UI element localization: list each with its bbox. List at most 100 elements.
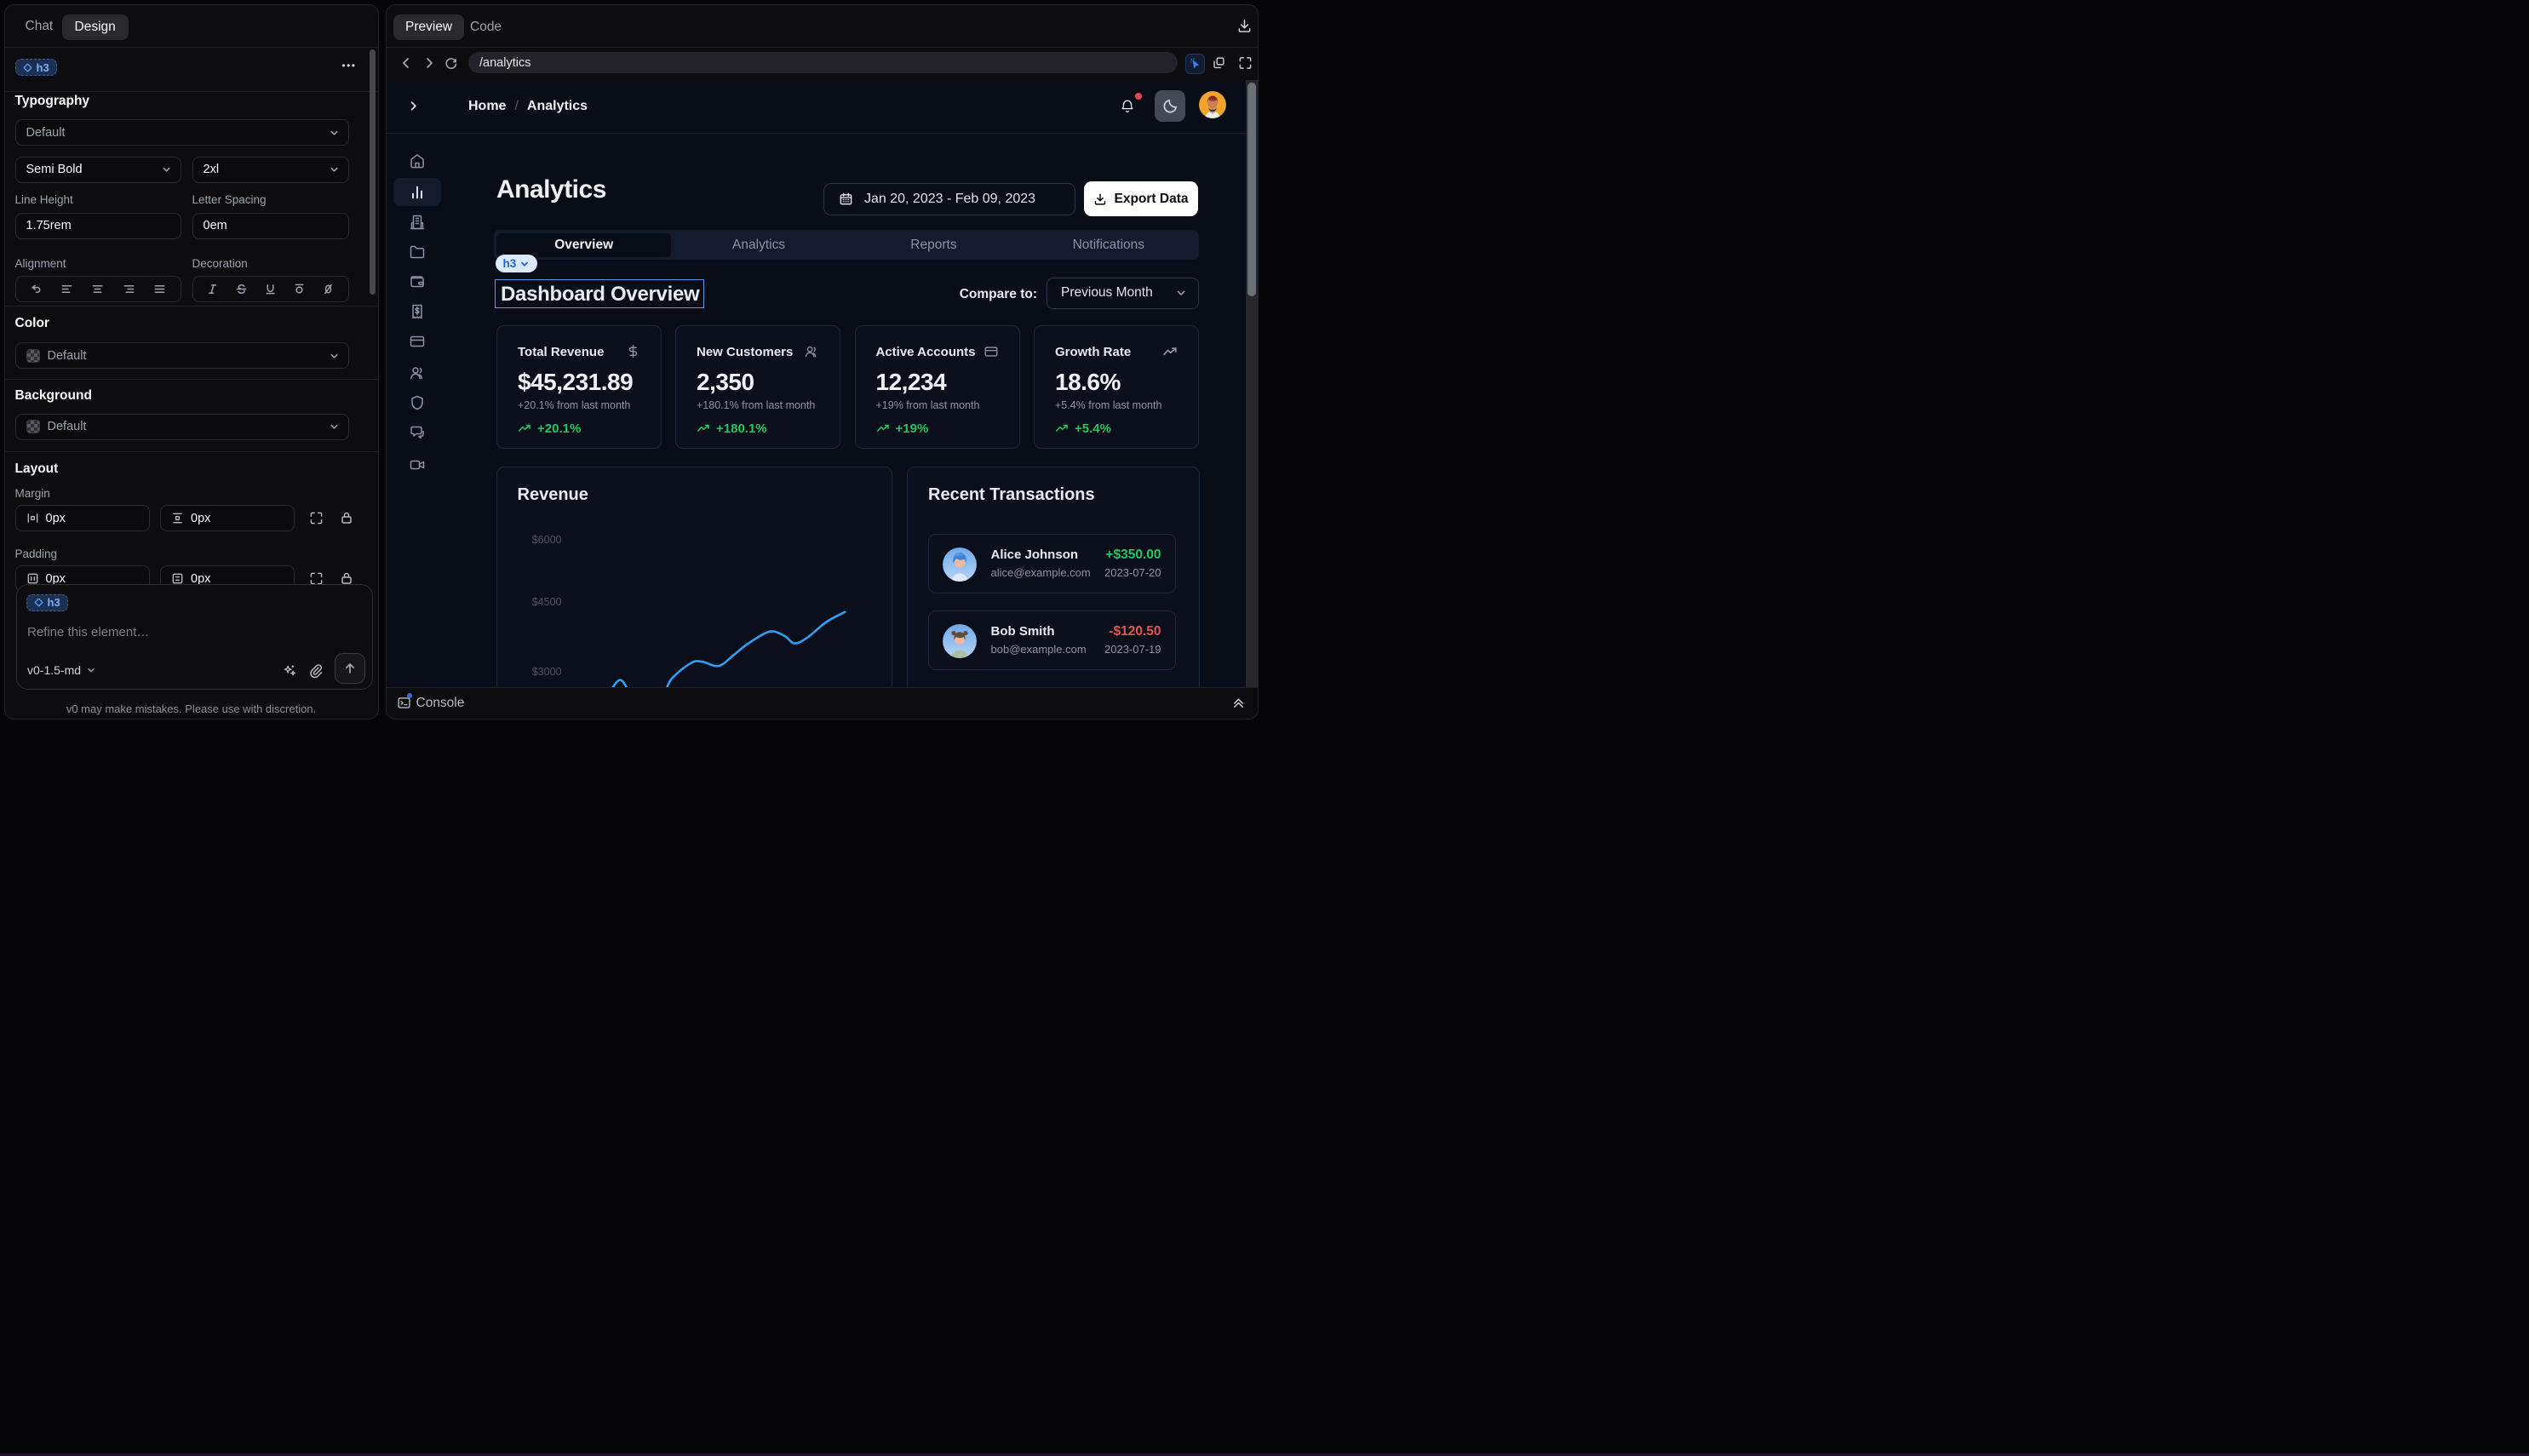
forward-icon[interactable]: [422, 56, 436, 70]
users-icon: [804, 344, 819, 359]
rail-analytics[interactable]: [393, 178, 441, 206]
font-weight-select[interactable]: Semi Bold: [14, 156, 181, 183]
stat-subtext: +19% from last month: [875, 398, 980, 411]
rail-projects[interactable]: [393, 238, 441, 267]
url-input[interactable]: /analytics: [468, 52, 1178, 73]
tab-notifications[interactable]: Notifications: [1072, 237, 1145, 252]
font-size-select[interactable]: 2xl: [192, 156, 349, 183]
tab-overview[interactable]: Overview: [496, 232, 672, 257]
sidebar-toggle[interactable]: [407, 80, 420, 134]
chat-selected-element-chip[interactable]: h3: [26, 593, 68, 611]
stat-card-total-revenue: Total Revenue $45,231.89 +20.1% from las…: [496, 324, 662, 449]
tab-analytics[interactable]: Analytics: [732, 237, 786, 252]
compare-select[interactable]: Previous Month: [1047, 278, 1199, 309]
breadcrumb-home[interactable]: Home: [468, 98, 507, 113]
chat-input[interactable]: Refine this element…: [27, 625, 150, 639]
rail-messages[interactable]: [393, 419, 441, 447]
send-button[interactable]: [334, 652, 365, 684]
element-menu-button[interactable]: •••: [341, 60, 357, 72]
date-range-picker[interactable]: Jan 20, 2023 - Feb 09, 2023: [823, 182, 1075, 215]
tab-design[interactable]: Design: [61, 14, 129, 40]
tab-preview[interactable]: Preview: [393, 14, 465, 40]
export-data-button[interactable]: Export Data: [1083, 181, 1198, 216]
font-family-select[interactable]: Default: [14, 119, 349, 146]
align-right-icon[interactable]: [123, 283, 135, 295]
notifications-bell-button[interactable]: [1120, 92, 1142, 117]
color-select[interactable]: Default: [14, 342, 349, 369]
transaction-name: Alice Johnson: [990, 547, 1079, 562]
console-bar[interactable]: Console: [387, 686, 1258, 719]
breadcrumb: Home / Analytics: [468, 80, 588, 134]
theme-toggle-button[interactable]: [1155, 90, 1185, 122]
stat-value: 12,234: [875, 368, 947, 395]
enhance-sparkles-icon[interactable]: [283, 663, 297, 678]
bell-icon: [1121, 100, 1133, 112]
chevron-down-icon: [329, 164, 340, 175]
overline-icon[interactable]: [293, 283, 306, 295]
stat-card-header: Total Revenue: [518, 344, 640, 359]
transaction-row[interactable]: Alice Johnson alice@example.com +$350.00…: [928, 533, 1176, 593]
rail-video[interactable]: [393, 450, 441, 479]
italic-icon[interactable]: [206, 283, 219, 295]
revenue-chart-card: Revenue $6000 $4500 $3000: [496, 466, 892, 689]
refresh-icon[interactable]: [444, 56, 458, 71]
stat-card-header: Growth Rate: [1055, 345, 1178, 359]
chevron-down-icon: [329, 350, 340, 361]
strikethrough-icon[interactable]: [235, 283, 248, 295]
selected-element-chip[interactable]: h3: [14, 59, 57, 76]
attach-paperclip-icon[interactable]: [308, 663, 324, 679]
background-section-label: Background: [14, 388, 92, 403]
transaction-amount: +$350.00: [1105, 547, 1161, 562]
diamond-icon: [23, 63, 32, 72]
align-left-icon[interactable]: [60, 283, 73, 295]
tab-code[interactable]: Code: [470, 20, 502, 34]
padding-expand-icon[interactable]: [309, 571, 324, 586]
transaction-name: Bob Smith: [990, 623, 1055, 639]
margin-y-input[interactable]: 0px: [160, 505, 295, 531]
user-avatar[interactable]: [1199, 91, 1226, 118]
preview-scrollbar-track[interactable]: [1246, 79, 1258, 689]
stat-trend-value: +5.4%: [1075, 421, 1111, 436]
back-icon[interactable]: [399, 56, 413, 70]
inspect-cursor-button[interactable]: [1185, 53, 1205, 74]
rail-billing[interactable]: [393, 298, 441, 326]
tab-chat[interactable]: Chat: [25, 19, 54, 33]
download-icon[interactable]: [1236, 18, 1253, 34]
preview-panel: Preview Code /analytics: [386, 4, 1259, 719]
refine-chat-box[interactable]: h3 Refine this element… v0-1.5-md: [16, 584, 373, 690]
letter-spacing-input[interactable]: 0em: [192, 212, 349, 239]
align-justify-icon[interactable]: [153, 283, 166, 295]
margin-horizontal-icon: [27, 513, 37, 523]
align-center-icon[interactable]: [91, 283, 104, 295]
margin-label: Margin: [14, 487, 50, 500]
line-height-input[interactable]: 1.75rem: [14, 212, 181, 239]
divider: [4, 378, 378, 380]
background-select[interactable]: Default: [14, 413, 349, 440]
rail-cards[interactable]: [393, 328, 441, 356]
copy-icon[interactable]: [1212, 56, 1226, 71]
rail-security[interactable]: [393, 389, 441, 417]
left-panel-scrollbar[interactable]: [369, 49, 376, 295]
margin-x-input[interactable]: 0px: [14, 505, 150, 531]
layout-section-label: Layout: [14, 461, 59, 476]
transaction-row[interactable]: Bob Smith bob@example.com -$120.50 2023-…: [928, 610, 1176, 670]
tab-reports[interactable]: Reports: [910, 237, 957, 252]
model-select[interactable]: v0-1.5-md: [27, 663, 96, 677]
padding-lock-icon[interactable]: [340, 571, 353, 585]
stat-value: $45,231.89: [518, 368, 634, 395]
margin-y-value: 0px: [191, 511, 211, 525]
rail-organization[interactable]: [393, 209, 441, 237]
margin-lock-icon[interactable]: [340, 511, 353, 525]
section-title[interactable]: Dashboard Overview: [501, 283, 700, 306]
rail-wallet[interactable]: [393, 268, 441, 296]
rail-customers[interactable]: [393, 359, 441, 387]
rail-home[interactable]: [393, 146, 441, 175]
no-decoration-icon[interactable]: [322, 283, 335, 295]
preview-scrollbar-thumb[interactable]: [1247, 82, 1256, 296]
underline-icon[interactable]: [264, 283, 277, 295]
fullscreen-icon[interactable]: [1238, 56, 1253, 71]
undo-icon[interactable]: [30, 283, 43, 295]
element-tag-pill[interactable]: h3: [495, 255, 538, 272]
margin-expand-icon[interactable]: [309, 511, 324, 525]
chevrons-up-icon[interactable]: [1231, 696, 1246, 710]
